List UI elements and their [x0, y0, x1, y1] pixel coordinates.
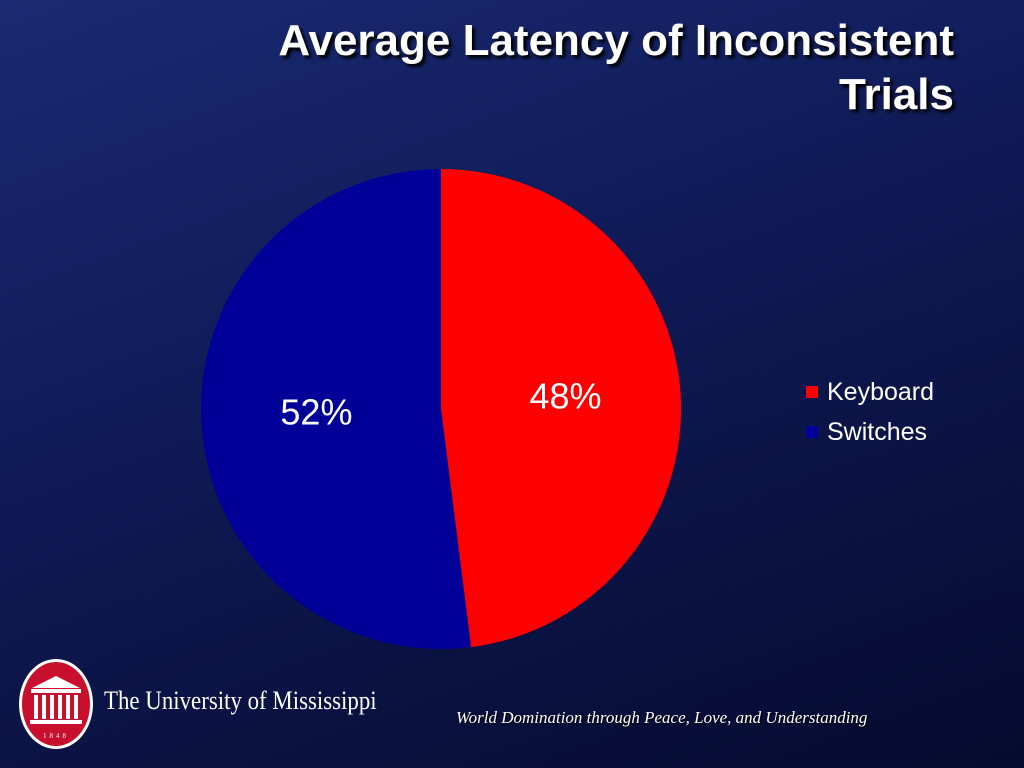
legend-swatch-switches [806, 426, 818, 438]
motto: World Domination through Peace, Love, an… [456, 708, 868, 727]
legend-item-switches: Switches [806, 412, 934, 452]
slide-title-line2: Trials [839, 70, 954, 119]
pie-labels: 48% 52% [280, 376, 601, 433]
lyceum-columns-icon [30, 676, 82, 724]
slide-title: Average Latency of Inconsistent Trials [94, 14, 954, 122]
university-seal-logo: 1848 [19, 659, 93, 749]
pie-label-switches: 52% [280, 391, 352, 432]
pie-slice-switches [201, 169, 472, 649]
chart-legend: Keyboard Switches [806, 372, 934, 452]
pie-slice-keyboard [441, 169, 682, 648]
pie-label-keyboard: 48% [530, 376, 602, 417]
legend-label-switches: Switches [827, 417, 928, 446]
seal-year: 1848 [43, 732, 69, 740]
pie-slices [201, 169, 682, 649]
legend-label-keyboard: Keyboard [827, 377, 935, 406]
university-name: The University of Mississippi [104, 686, 377, 715]
legend-swatch-keyboard [806, 386, 818, 398]
slide-title-line1: Average Latency of Inconsistent [278, 16, 954, 65]
legend-item-keyboard: Keyboard [806, 372, 934, 412]
